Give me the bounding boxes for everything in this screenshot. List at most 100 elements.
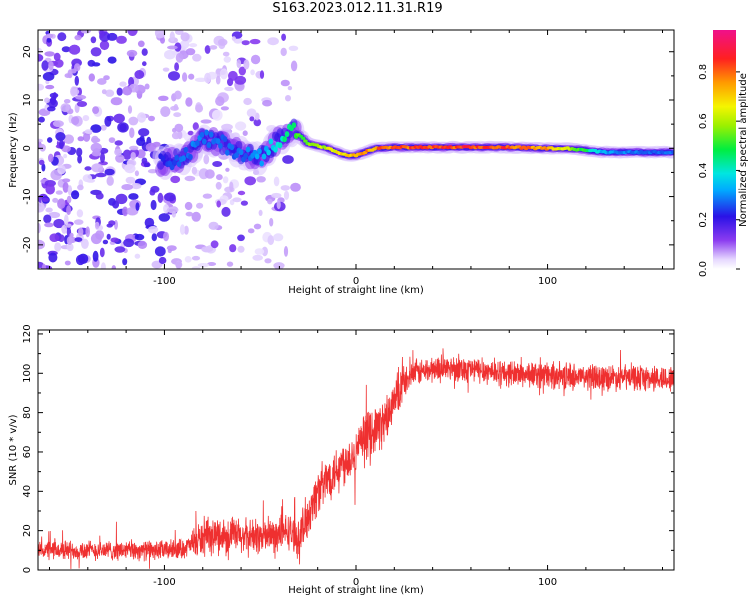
ridge-cell — [291, 122, 297, 129]
heatmap-cell — [184, 201, 193, 211]
ridge-cell — [199, 131, 205, 138]
heatmap-cell — [141, 157, 148, 164]
heatmap-cell — [38, 83, 45, 91]
colorbar-tick-label: 0.0 — [698, 261, 709, 277]
heatmap-cell — [209, 45, 218, 50]
ridge-cell — [259, 160, 265, 167]
heatmap-cell — [201, 246, 214, 253]
heatmap-cell — [43, 214, 52, 224]
heatmap-cell — [164, 192, 176, 202]
ridge-cell — [181, 155, 186, 162]
heatmap-cell — [252, 254, 263, 261]
heatmap-cell — [188, 73, 195, 80]
heatmap-noise — [38, 30, 301, 269]
heatmap-cell — [273, 176, 280, 187]
heatmap-cell — [216, 174, 223, 181]
heatmap-cell — [46, 37, 52, 43]
heatmap-cell — [74, 75, 80, 86]
heatmap-cell — [244, 176, 256, 186]
heatmap-cell — [42, 72, 55, 81]
heatmap-x-axis-label: Height of straight line (km) — [288, 285, 424, 296]
heatmap-cell — [210, 240, 219, 249]
heatmap-cell — [41, 60, 49, 71]
heatmap-cell — [67, 185, 73, 196]
heatmap-cell — [267, 198, 273, 205]
heatmap-cell — [76, 147, 83, 157]
snr-y-axis-label: SNR (10 * v/v) — [8, 414, 19, 485]
ridge-cell — [215, 138, 221, 145]
heatmap-cell — [137, 40, 145, 48]
heatmap-cell — [84, 166, 92, 171]
heatmap-cell — [253, 118, 262, 127]
heatmap-y-ticks: -20 -10 0 10 20 — [22, 45, 674, 270]
heatmap-cell — [50, 96, 57, 106]
heatmap-cell — [116, 87, 123, 96]
heatmap-cell — [114, 246, 126, 253]
heatmap-cell — [106, 176, 114, 186]
heatmap-cell — [215, 75, 221, 85]
heatmap-cell — [88, 73, 96, 82]
heatmap-cell — [241, 40, 250, 46]
heatmap-cell — [163, 231, 169, 242]
heatmap-cell — [66, 236, 73, 246]
heatmap-cell — [71, 190, 80, 200]
ridge-cell — [277, 142, 283, 149]
heatmap-cell — [95, 172, 107, 178]
ridge-cell — [195, 140, 200, 147]
x-tick-label: -100 — [153, 577, 176, 588]
heatmap-cell — [247, 228, 255, 234]
heatmap-cell — [166, 206, 179, 214]
heatmap-cell — [231, 36, 236, 41]
heatmap-cell — [94, 221, 100, 229]
snr-series-line — [38, 348, 674, 570]
heatmap-cell — [232, 197, 242, 203]
heatmap-cell — [147, 169, 158, 174]
heatmap-cell — [240, 200, 248, 206]
heatmap-cell — [144, 217, 155, 228]
heatmap-cell — [169, 31, 175, 42]
heatmap-cell — [246, 108, 257, 118]
heatmap-cell — [238, 66, 246, 76]
ridge-cell — [229, 144, 235, 151]
colorbar-tick-label: 0.4 — [698, 162, 709, 178]
ridge-cell — [222, 136, 228, 143]
heatmap-y-axis-label: Frequency (Hz) — [8, 112, 19, 188]
heatmap-cell — [222, 176, 229, 184]
heatmap-cell — [162, 67, 170, 72]
heatmap-cell — [53, 52, 61, 62]
heatmap-cell — [126, 206, 139, 216]
heatmap-cell — [52, 197, 59, 203]
heatmap-cell — [114, 148, 122, 156]
heatmap-cell — [44, 222, 54, 228]
heatmap-cell — [184, 255, 192, 263]
ridge-cell — [273, 146, 278, 153]
heatmap-cell — [191, 255, 201, 261]
heatmap-cell — [117, 122, 129, 133]
heatmap-cell — [48, 211, 61, 219]
heatmap-cell — [66, 195, 72, 204]
heatmap-cell — [195, 104, 204, 113]
heatmap-cell — [280, 79, 290, 87]
heatmap-cell — [128, 193, 139, 200]
heatmap-cell — [134, 253, 141, 259]
heatmap-cell — [112, 200, 120, 209]
heatmap-cell — [64, 214, 69, 226]
heatmap-cell — [49, 233, 60, 242]
ridge-cell — [254, 153, 260, 160]
heatmap-cell — [158, 95, 169, 102]
heatmap-cell — [61, 46, 71, 53]
heatmap-cell — [167, 45, 178, 50]
heatmap-cell — [124, 164, 136, 174]
heatmap-cell — [273, 233, 284, 242]
heatmap-cell — [204, 45, 211, 54]
heatmap-cell — [91, 163, 104, 173]
heatmap-cell — [192, 53, 202, 62]
ridge-cell — [257, 148, 262, 155]
heatmap-cell — [119, 81, 127, 87]
heatmap-cell — [202, 193, 213, 199]
heatmap-cell — [134, 233, 145, 241]
heatmap-cell — [254, 248, 265, 255]
heatmap-cell — [180, 32, 190, 42]
y-tick-label: -10 — [22, 188, 33, 204]
heatmap-cell — [137, 112, 147, 123]
